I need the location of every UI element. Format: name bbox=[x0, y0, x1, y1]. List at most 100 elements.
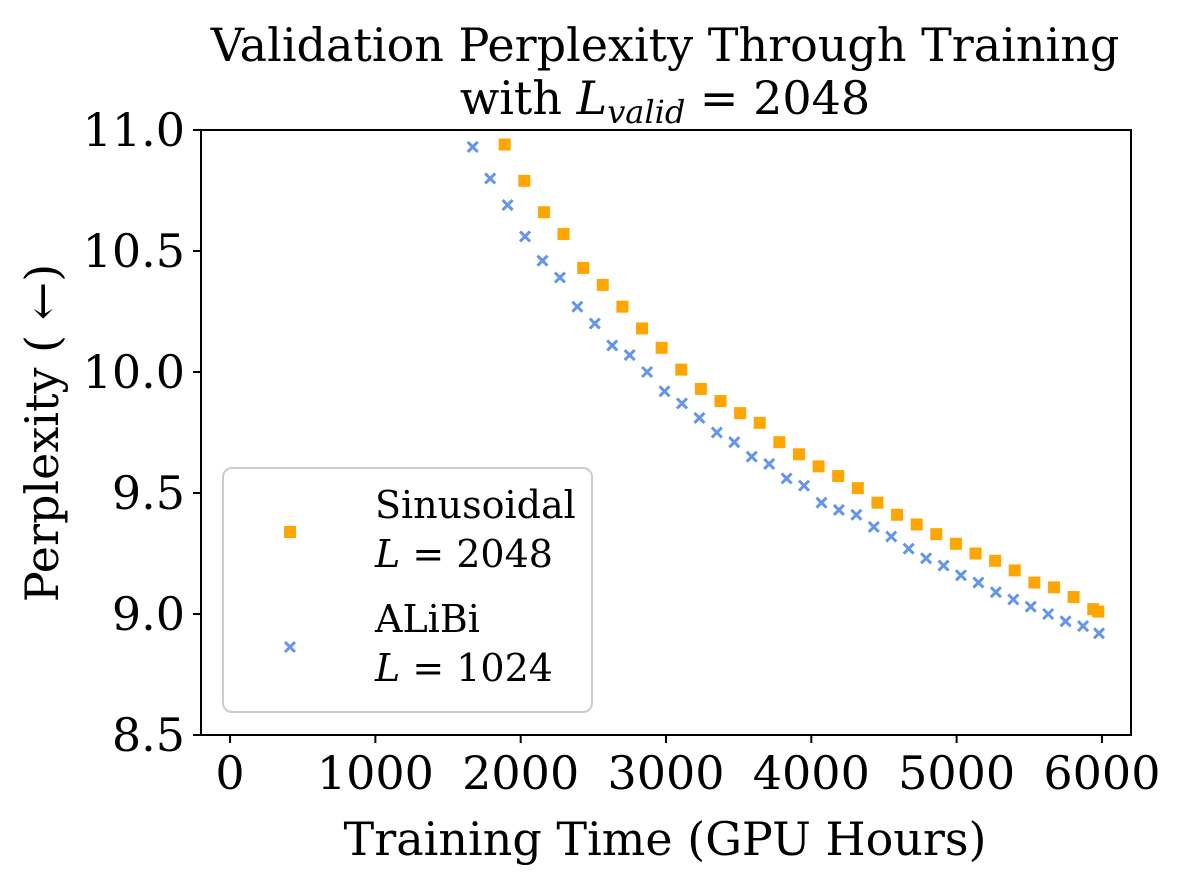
point-alibi bbox=[693, 411, 706, 425]
point-alibi bbox=[658, 385, 671, 398]
x-tick-label: 6000 bbox=[1043, 746, 1160, 800]
point-alibi bbox=[972, 576, 985, 589]
point-alibi bbox=[536, 254, 549, 267]
chart-subtitle: with Lvalid = 2048 bbox=[460, 71, 870, 131]
point-sinusoidal bbox=[989, 554, 1002, 567]
legend-label-sinusoidal-line2: L = 2048 bbox=[374, 532, 553, 576]
x-tick-label: 4000 bbox=[753, 746, 870, 800]
point-alibi bbox=[815, 496, 828, 509]
point-sinusoidal bbox=[498, 138, 511, 151]
point-sinusoidal bbox=[675, 363, 688, 376]
chart-title: Validation Perplexity Through Training w… bbox=[210, 18, 1120, 131]
point-sinusoidal bbox=[832, 470, 845, 483]
point-alibi bbox=[885, 530, 898, 543]
point-sinusoidal bbox=[596, 278, 609, 291]
legend-label-alibi-line1: ALiBi bbox=[374, 597, 480, 641]
point-sinusoidal bbox=[557, 228, 570, 241]
point-alibi bbox=[745, 450, 758, 463]
point-sinusoidal bbox=[1067, 591, 1080, 604]
legend-marker-alibi bbox=[283, 640, 297, 654]
point-alibi bbox=[588, 317, 601, 330]
point-sinusoidal bbox=[694, 382, 707, 395]
point-alibi bbox=[571, 300, 584, 313]
subtitle-sub: valid bbox=[607, 93, 685, 131]
point-sinusoidal bbox=[734, 407, 747, 420]
point-sinusoidal bbox=[871, 496, 884, 509]
point-sinusoidal bbox=[792, 448, 805, 461]
x-axis-label: Training Time (GPU Hours) bbox=[344, 812, 987, 866]
point-alibi bbox=[1092, 627, 1106, 640]
x-tick-label: 2000 bbox=[462, 746, 579, 800]
y-tick-label: 8.5 bbox=[112, 708, 185, 762]
point-alibi bbox=[466, 140, 479, 154]
point-alibi bbox=[937, 559, 950, 572]
point-alibi bbox=[484, 172, 497, 185]
point-sinusoidal bbox=[753, 416, 766, 429]
legend-marker-sinusoidal bbox=[284, 526, 296, 538]
y-tick-label: 9.0 bbox=[112, 587, 185, 641]
point-alibi bbox=[954, 569, 968, 582]
subtitle-var: L bbox=[576, 71, 608, 125]
point-alibi bbox=[850, 508, 863, 521]
y-tick-label: 9.5 bbox=[112, 466, 185, 520]
x-axis-ticks: 0 1000 2000 3000 4000 5000 6000 bbox=[215, 735, 1160, 800]
x-tick-label: 3000 bbox=[607, 746, 724, 800]
point-alibi bbox=[763, 457, 776, 471]
point-sinusoidal bbox=[1008, 564, 1021, 577]
data-points bbox=[466, 138, 1106, 640]
point-sinusoidal bbox=[714, 395, 727, 408]
point-alibi bbox=[606, 339, 619, 352]
point-sinusoidal bbox=[949, 537, 962, 550]
point-sinusoidal bbox=[655, 341, 668, 354]
point-sinusoidal bbox=[930, 528, 943, 541]
plot-frame bbox=[200, 129, 1132, 736]
point-alibi bbox=[780, 472, 793, 485]
point-alibi bbox=[1059, 615, 1072, 628]
point-alibi bbox=[867, 520, 880, 533]
point-alibi bbox=[1024, 600, 1037, 613]
point-alibi bbox=[797, 479, 811, 492]
point-alibi bbox=[623, 348, 636, 362]
point-sinusoidal bbox=[1028, 576, 1041, 589]
point-alibi bbox=[518, 230, 532, 243]
chart-title-line1: Validation Perplexity Through Training bbox=[210, 18, 1120, 72]
point-alibi bbox=[553, 271, 566, 284]
point-sinusoidal bbox=[969, 547, 982, 560]
legend: Sinusoidal L = 2048 ALiBi L = 1024 bbox=[222, 467, 593, 713]
x-tick-label: 0 bbox=[215, 746, 244, 800]
point-alibi bbox=[641, 365, 654, 379]
point-alibi bbox=[675, 397, 689, 410]
point-sinusoidal bbox=[636, 322, 649, 335]
y-tick-label: 11.0 bbox=[83, 103, 185, 157]
point-sinusoidal bbox=[891, 508, 904, 521]
point-alibi bbox=[501, 198, 514, 212]
point-sinusoidal bbox=[577, 261, 590, 274]
point-sinusoidal bbox=[851, 482, 864, 495]
point-sinusoidal bbox=[773, 436, 786, 449]
x-tick-label: 5000 bbox=[898, 746, 1015, 800]
point-alibi bbox=[832, 503, 845, 517]
point-alibi bbox=[1007, 593, 1020, 606]
point-alibi bbox=[728, 436, 741, 449]
x-tick-label: 1000 bbox=[317, 746, 434, 800]
point-sinusoidal bbox=[910, 518, 923, 531]
point-sinusoidal bbox=[812, 460, 825, 473]
point-alibi bbox=[710, 426, 723, 439]
point-alibi bbox=[1042, 607, 1055, 621]
point-sinusoidal bbox=[518, 174, 531, 187]
legend-label-alibi-line2: L = 1024 bbox=[374, 646, 553, 690]
y-axis-label: Perplexity ( ←) bbox=[15, 264, 69, 602]
subtitle-prefix: with bbox=[460, 71, 577, 125]
subtitle-suffix: = 2048 bbox=[685, 71, 870, 125]
point-alibi bbox=[902, 542, 915, 555]
point-alibi bbox=[920, 552, 933, 565]
y-tick-label: 10.0 bbox=[83, 345, 185, 399]
point-alibi bbox=[989, 586, 1002, 599]
y-tick-label: 10.5 bbox=[83, 224, 185, 278]
legend-label-sinusoidal-line1: Sinusoidal bbox=[375, 483, 576, 527]
point-sinusoidal bbox=[1092, 605, 1105, 618]
legend-box bbox=[222, 467, 593, 713]
point-sinusoidal bbox=[616, 300, 629, 313]
point-sinusoidal bbox=[1047, 581, 1060, 594]
